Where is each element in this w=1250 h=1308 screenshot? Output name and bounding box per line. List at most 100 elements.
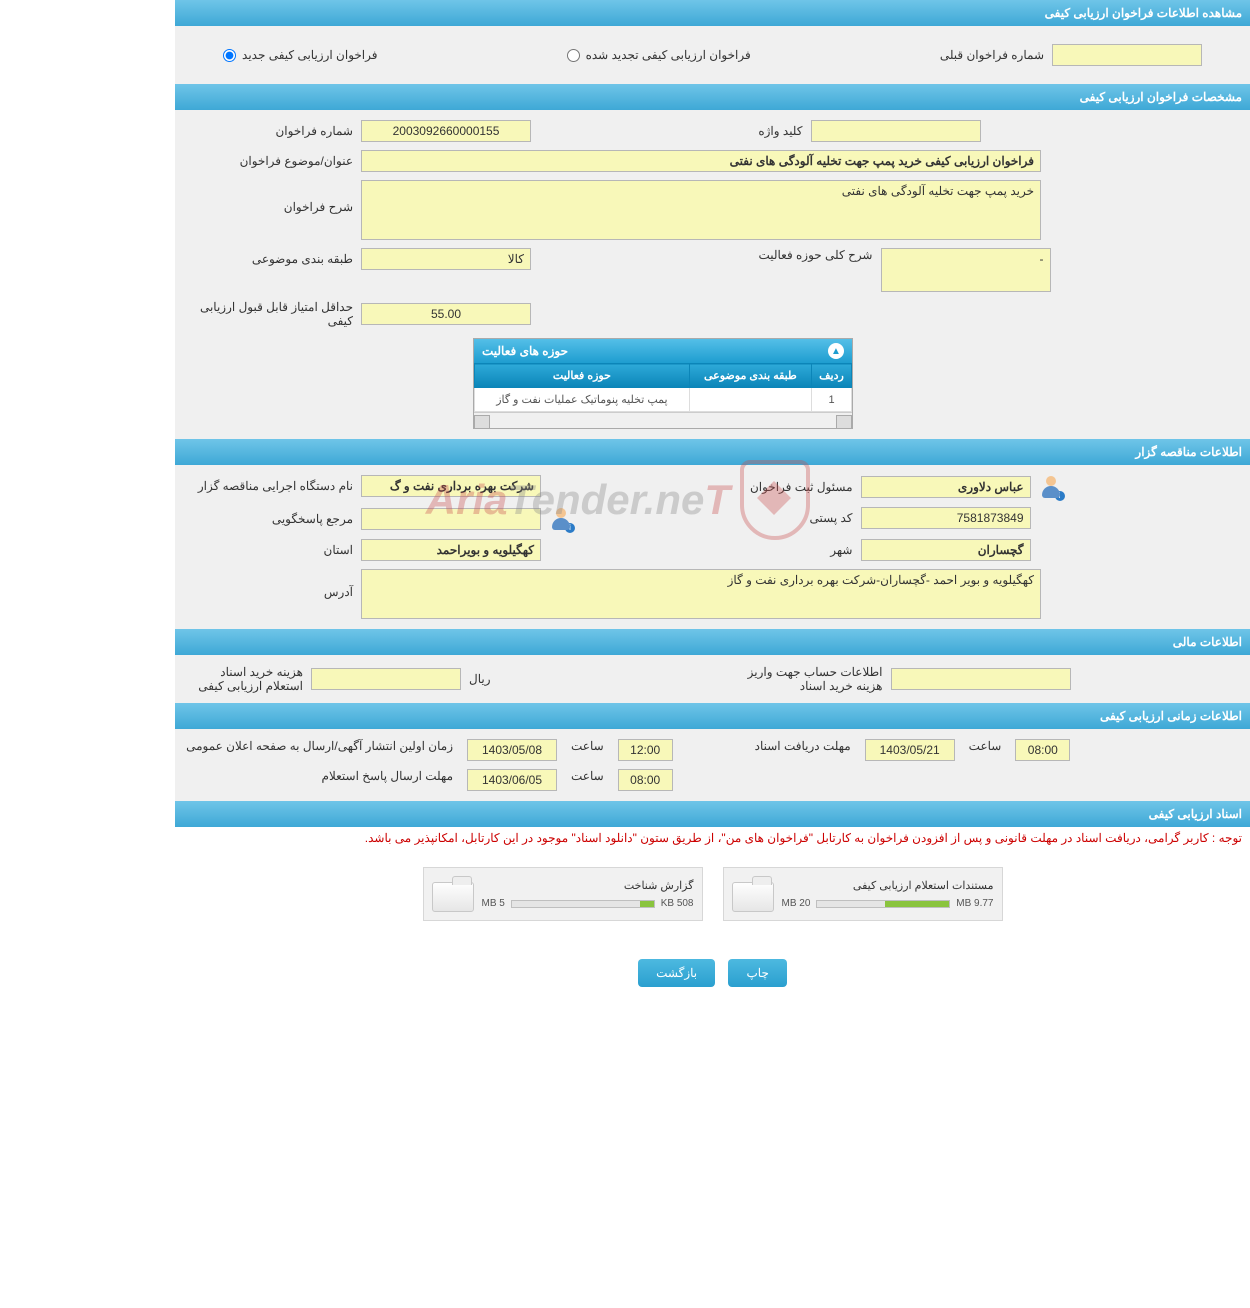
publish-time-label: ساعت [571, 739, 604, 753]
doc-used-1: 508 KB [661, 898, 694, 909]
publish-label: زمان اولین انتشار آگهی/ارسال به صفحه اعل… [183, 739, 453, 753]
table-scrollbar[interactable] [474, 412, 852, 428]
org-field: شرکت بهره برداری نفت و گ [361, 475, 541, 497]
prev-number-label: شماره فراخوان قبلی [940, 48, 1044, 62]
call-number-field: 2003092660000155 [361, 120, 531, 142]
docs-header: اسناد ارزیابی کیفی [175, 801, 1250, 827]
deadline-time-label: ساعت [969, 739, 1002, 753]
financial-title: اطلاعات مالی [1173, 635, 1242, 649]
city-label: شهر [733, 543, 853, 557]
contact-field [361, 508, 541, 530]
main-title: مشاهده اطلاعات فراخوان ارزیابی کیفی [1045, 6, 1242, 20]
category-field: کالا [361, 248, 531, 270]
address-field: کهگیلویه و بویر احمد -گچساران-شرکت بهره … [361, 569, 1041, 619]
main-header: مشاهده اطلاعات فراخوان ارزیابی کیفی [175, 0, 1250, 26]
doc-total-2: 20 MB [782, 898, 811, 909]
desc-field: خرید پمپ جهت تخلیه آلودگی های نفتی [361, 180, 1041, 240]
min-score-label: حداقل امتیاز قابل قبول ارزیابی کیفی [183, 300, 353, 328]
prev-number-field [1052, 44, 1202, 66]
category-label: طبقه بندی موضوعی [183, 252, 353, 266]
tenderer-header: اطلاعات مناقصه گزار [175, 439, 1250, 465]
postal-field: 7581873849 [861, 507, 1031, 529]
docs-note: توجه : کاربر گرامی، دریافت اسناد در مهلت… [175, 827, 1250, 849]
print-button[interactable]: چاپ [728, 959, 786, 987]
button-row: چاپ بازگشت [175, 939, 1250, 1027]
city-field: گچساران [861, 539, 1031, 561]
keyword-field [811, 120, 981, 142]
doc-title-1: گزارش شناخت [482, 879, 694, 892]
call-number-label: شماره فراخوان [183, 124, 353, 138]
progress-bar-1 [511, 900, 655, 908]
activity-desc-field: - [881, 248, 1051, 292]
folder-icon [732, 876, 774, 912]
deadline-time-field: 08:00 [1015, 739, 1070, 761]
radio-renewed-input[interactable] [567, 49, 580, 62]
deadline-date-field: 1403/05/21 [865, 739, 955, 761]
registrar-field: عباس دلاوری [861, 476, 1031, 498]
financial-body: هزینه خرید اسناد استعلام ارزیابی کیفی ری… [175, 655, 1250, 703]
folder-icon [432, 876, 474, 912]
cost-unit: ریال [469, 672, 491, 686]
publish-time-field: 12:00 [618, 739, 673, 761]
doc-used-2: 9.77 MB [956, 898, 993, 909]
cell-act: پمپ تخلیه پنوماتیک عملیات نفت و گاز [475, 388, 690, 412]
province-field: کهگیلویه و بویراحمد [361, 539, 541, 561]
col-category: طبقه بندی موضوعی [689, 364, 811, 388]
contact-label: مرجع پاسخگویی [183, 512, 353, 526]
keyword-label: کلید واژه [733, 124, 803, 138]
doc-item-2[interactable]: مستندات استعلام ارزیابی کیفی 20 MB 9.77 … [723, 867, 1003, 921]
specs-body: شماره فراخوان 2003092660000155 کلید واژه… [175, 110, 1250, 439]
postal-label: کد پستی [733, 511, 853, 525]
activity-table-header: حوزه های فعالیت ▲ [474, 339, 852, 363]
docs-title: اسناد ارزیابی کیفی [1149, 807, 1242, 821]
response-time-field: 08:00 [618, 769, 673, 791]
radio-new-input[interactable] [223, 49, 236, 62]
person-icon-2[interactable]: i [549, 507, 573, 531]
financial-header: اطلاعات مالی [175, 629, 1250, 655]
timing-header: اطلاعات زمانی ارزیابی کیفی [175, 703, 1250, 729]
cell-n: 1 [812, 388, 852, 412]
org-label: نام دستگاه اجرایی مناقصه گزار [183, 479, 353, 493]
radio-renewed-call[interactable]: فراخوان ارزیابی کیفی تجدید شده [567, 48, 751, 62]
timing-title: اطلاعات زمانی ارزیابی کیفی [1100, 709, 1242, 723]
deadline-label: مهلت دریافت اسناد [741, 739, 851, 753]
doc-title-2: مستندات استعلام ارزیابی کیفی [782, 879, 994, 892]
publish-date-field: 1403/05/08 [467, 739, 557, 761]
person-icon[interactable]: i [1039, 475, 1063, 499]
activity-desc-label: شرح کلی حوزه فعالیت [733, 248, 873, 262]
doc-total-1: 5 MB [482, 898, 505, 909]
radio-new-label: فراخوان ارزیابی کیفی جدید [242, 48, 377, 62]
activity-table: حوزه های فعالیت ▲ ردیف طبقه بندی موضوعی … [473, 338, 853, 429]
min-score-field: 55.00 [361, 303, 531, 325]
desc-label: شرح فراخوان [183, 180, 353, 214]
col-row: ردیف [812, 364, 852, 388]
specs-title: مشخصات فراخوان ارزیابی کیفی [1080, 90, 1242, 104]
table-row: 1 پمپ تخلیه پنوماتیک عملیات نفت و گاز [475, 388, 852, 412]
progress-bar-2 [816, 900, 950, 908]
title-label: عنوان/موضوع فراخوان [183, 154, 353, 168]
activity-table-title: حوزه های فعالیت [482, 344, 568, 358]
title-field: فراخوان ارزیابی کیفی خرید پمپ جهت تخلیه … [361, 150, 1041, 172]
specs-header: مشخصات فراخوان ارزیابی کیفی [175, 84, 1250, 110]
cost-field [311, 668, 461, 690]
collapse-icon[interactable]: ▲ [828, 343, 844, 359]
registrar-label: مسئول ثبت فراخوان [733, 480, 853, 494]
radio-renewed-label: فراخوان ارزیابی کیفی تجدید شده [586, 48, 751, 62]
doc-item-1[interactable]: گزارش شناخت 5 MB 508 KB [423, 867, 703, 921]
col-activity: حوزه فعالیت [475, 364, 690, 388]
province-label: استان [183, 543, 353, 557]
tenderer-title: اطلاعات مناقصه گزار [1135, 445, 1242, 459]
response-date-field: 1403/06/05 [467, 769, 557, 791]
cell-cat [689, 388, 811, 412]
response-time-label: ساعت [571, 769, 604, 783]
docs-box: گزارش شناخت 5 MB 508 KB مستندات استعلام … [175, 849, 1250, 939]
radio-new-call[interactable]: فراخوان ارزیابی کیفی جدید [223, 48, 377, 62]
back-button[interactable]: بازگشت [638, 959, 715, 987]
account-field [891, 668, 1071, 690]
prev-number-group: شماره فراخوان قبلی [940, 44, 1202, 66]
account-label: اطلاعات حساب جهت واریز هزینه خرید اسناد [733, 665, 883, 693]
response-label: مهلت ارسال پاسخ استعلام [183, 769, 453, 783]
call-type-section: فراخوان ارزیابی کیفی جدید فراخوان ارزیاب… [175, 26, 1250, 84]
timing-body: زمان اولین انتشار آگهی/ارسال به صفحه اعل… [175, 729, 1250, 801]
cost-label: هزینه خرید اسناد استعلام ارزیابی کیفی [183, 665, 303, 693]
